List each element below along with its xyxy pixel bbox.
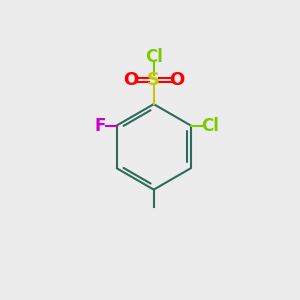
Text: O: O: [123, 71, 138, 89]
Text: Cl: Cl: [201, 116, 219, 134]
Text: Cl: Cl: [145, 48, 163, 66]
Text: F: F: [94, 116, 106, 134]
Text: O: O: [169, 71, 184, 89]
Text: S: S: [147, 71, 160, 89]
